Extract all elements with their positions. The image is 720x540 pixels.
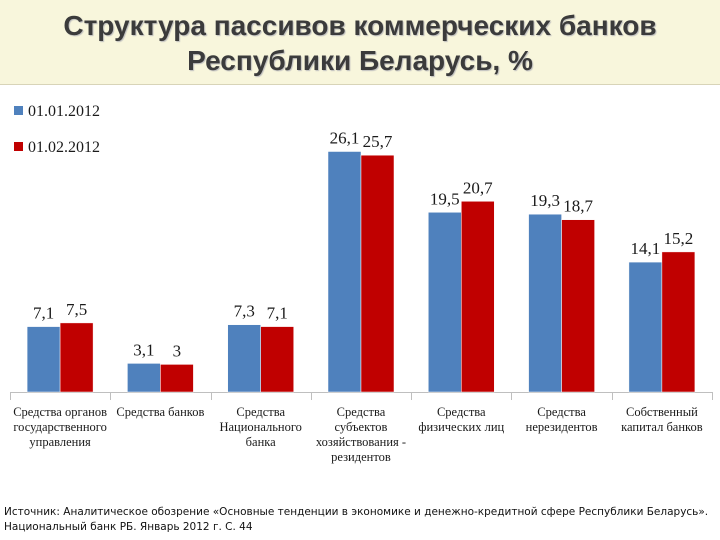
bar — [26, 326, 61, 393]
bar — [561, 219, 595, 393]
bar — [227, 324, 261, 393]
bar — [461, 201, 495, 393]
bar — [661, 251, 696, 393]
data-label: 18,7 — [563, 197, 593, 216]
data-label: 3,1 — [133, 340, 154, 359]
x-tick-label: Средства банков — [116, 405, 204, 419]
bar — [628, 261, 663, 393]
x-tick-label: Средства нерезидентов — [526, 405, 598, 434]
data-label: 19,5 — [430, 189, 460, 208]
bar — [260, 326, 294, 393]
data-label: 3 — [173, 341, 182, 360]
source-note: Источник: Аналитическое обозрение «Основ… — [4, 506, 709, 533]
bar — [428, 212, 462, 393]
data-label: 19,3 — [530, 191, 560, 210]
bar-chart: 7,1 3,1 7,3 26,1 19,5 19,3 14,1 7,5 3 7,1 25,7 20,7… — [10, 103, 713, 464]
legend-entry: 01.02.2012 — [28, 139, 100, 156]
legend-swatch — [14, 142, 23, 151]
page-title: Структура пассивов коммерческих банков Р… — [63, 10, 657, 76]
data-label: 7,5 — [66, 300, 87, 319]
bar — [160, 364, 194, 393]
x-tick-label: Средства физических лиц — [418, 405, 504, 434]
legend-swatch — [14, 106, 23, 115]
data-label: 26,1 — [330, 129, 360, 148]
x-tick-label: Средства Национального банка — [219, 405, 302, 449]
title-band: Структура пассивов коммерческих банков Р… — [0, 0, 720, 84]
data-label: 14,1 — [631, 239, 661, 258]
data-label: 25,7 — [363, 132, 393, 151]
x-tick-label: Собственный капитал банков — [621, 405, 703, 434]
data-label: 7,1 — [267, 304, 288, 323]
x-tick-label: Средства субъектов хозяйствования -резиден… — [316, 405, 406, 464]
data-label: 20,7 — [463, 178, 493, 197]
title-divider — [0, 84, 720, 85]
bar — [127, 363, 161, 393]
bar — [528, 213, 562, 393]
data-label: 15,2 — [664, 229, 694, 248]
bar — [59, 322, 94, 393]
bar — [360, 154, 395, 393]
data-label: 7,1 — [33, 304, 54, 323]
data-label: 7,3 — [234, 302, 255, 321]
legend-entry: 01.01.2012 — [28, 103, 100, 120]
bar — [327, 151, 362, 393]
x-tick-label: Средства органов государственного управлен… — [13, 405, 107, 449]
